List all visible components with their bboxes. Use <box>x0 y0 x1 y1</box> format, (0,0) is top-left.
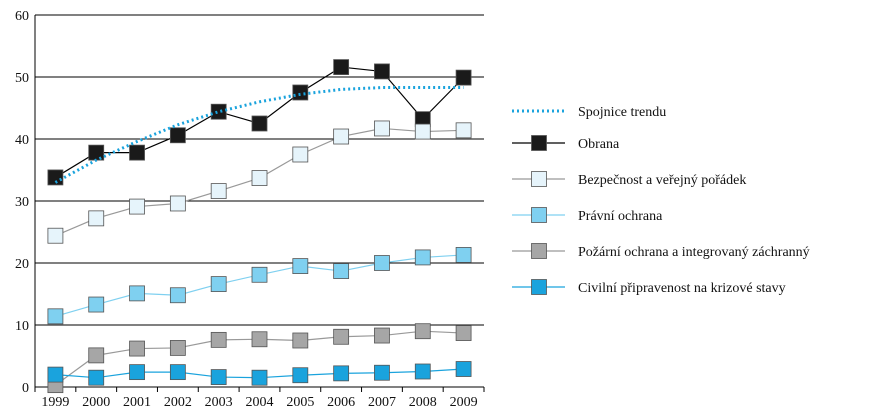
x-tick-label: 2004 <box>246 395 274 409</box>
x-tick-label: 2007 <box>368 395 396 409</box>
y-tick-label: 20 <box>15 257 29 272</box>
data-point <box>455 122 472 139</box>
data-point <box>292 84 309 101</box>
data-point <box>292 367 309 384</box>
x-tick-label: 2000 <box>82 395 110 409</box>
data-point <box>47 169 64 186</box>
data-point <box>169 127 186 144</box>
series-line <box>55 254 464 317</box>
data-point <box>374 327 390 344</box>
data-point <box>414 123 431 140</box>
series-4 <box>47 361 472 386</box>
legend-marker-swatch <box>531 243 547 259</box>
legend: Spojnice trendu Obrana Bezpečnost a veřejn… <box>512 105 810 296</box>
data-point <box>88 296 105 313</box>
data-point <box>210 183 227 199</box>
data-point <box>251 369 268 386</box>
data-point <box>414 323 431 340</box>
data-point <box>251 170 268 186</box>
legend-marker-swatch <box>531 279 547 295</box>
x-tick-label: 2002 <box>164 395 192 409</box>
data-point <box>210 331 227 348</box>
data-point <box>210 276 227 292</box>
data-point <box>455 325 472 341</box>
data-point <box>169 195 186 212</box>
x-tick-label: 2003 <box>205 395 233 409</box>
y-tick-label: 50 <box>15 71 29 86</box>
legend-label: Civilní připravenost na krizové stavy <box>578 281 786 296</box>
y-tick-label: 30 <box>15 195 29 210</box>
data-point <box>333 263 350 279</box>
legend-label: Požární ochrana a integrovaný záchranný <box>578 245 810 260</box>
data-point <box>292 258 309 275</box>
legend-label: Bezpečnost a veřejný pořádek <box>578 173 746 188</box>
x-tick-label: 1999 <box>41 395 69 409</box>
data-point <box>129 364 145 381</box>
legend-marker-swatch <box>531 135 547 151</box>
series-3 <box>47 323 472 394</box>
data-point <box>47 308 64 325</box>
data-point <box>210 103 227 120</box>
data-point <box>47 227 64 244</box>
data-point <box>333 59 350 75</box>
data-point <box>129 144 145 161</box>
y-tick-label: 0 <box>22 381 29 396</box>
data-point <box>169 340 186 356</box>
legend-label: Spojnice trendu <box>578 105 666 120</box>
data-point <box>88 369 105 386</box>
legend-marker-swatch <box>531 171 547 187</box>
series-2 <box>47 247 472 325</box>
y-axis: 0 10 20 30 40 50 60 <box>15 9 36 396</box>
data-point <box>374 120 390 137</box>
x-tick-label: 2008 <box>409 395 437 409</box>
data-point <box>47 366 64 383</box>
data-point <box>88 210 105 227</box>
x-tick-label: 2001 <box>123 395 151 409</box>
x-tick-label: 2009 <box>450 395 478 409</box>
y-tick-label: 60 <box>15 9 29 24</box>
data-point <box>169 364 186 381</box>
data-point <box>292 146 309 163</box>
x-axis: 1999 2000 2001 2002 2003 2004 2005 2006 2007 2008… <box>34 386 485 409</box>
data-point <box>455 361 472 377</box>
data-point <box>88 144 105 161</box>
data-point <box>333 365 350 382</box>
data-point <box>251 331 268 348</box>
data-point <box>169 287 186 304</box>
data-point <box>374 63 390 80</box>
data-point <box>414 363 431 380</box>
data-point <box>414 249 431 266</box>
data-point <box>129 198 145 215</box>
y-tick-label: 40 <box>15 133 29 148</box>
data-point <box>333 128 350 145</box>
data-point <box>88 347 105 364</box>
data-point <box>251 115 268 132</box>
x-tick-label: 2005 <box>286 395 314 409</box>
series-layer <box>47 59 472 394</box>
data-point <box>251 266 268 283</box>
data-point <box>210 369 227 385</box>
data-point <box>129 340 145 357</box>
legend-label: Obrana <box>578 137 620 152</box>
series-0 <box>47 59 472 186</box>
trend-line <box>54 86 464 184</box>
data-point <box>374 255 390 271</box>
data-point <box>129 285 145 302</box>
data-point <box>455 247 472 263</box>
data-point <box>374 364 390 381</box>
legend-marker-swatch <box>531 207 547 223</box>
data-point <box>333 328 350 345</box>
gridlines <box>35 14 484 326</box>
series-1 <box>47 120 472 244</box>
data-point <box>455 69 472 86</box>
data-point <box>292 332 309 349</box>
y-tick-label: 10 <box>15 319 29 334</box>
x-tick-label: 2006 <box>327 395 355 409</box>
legend-label: Právní ochrana <box>578 209 663 224</box>
